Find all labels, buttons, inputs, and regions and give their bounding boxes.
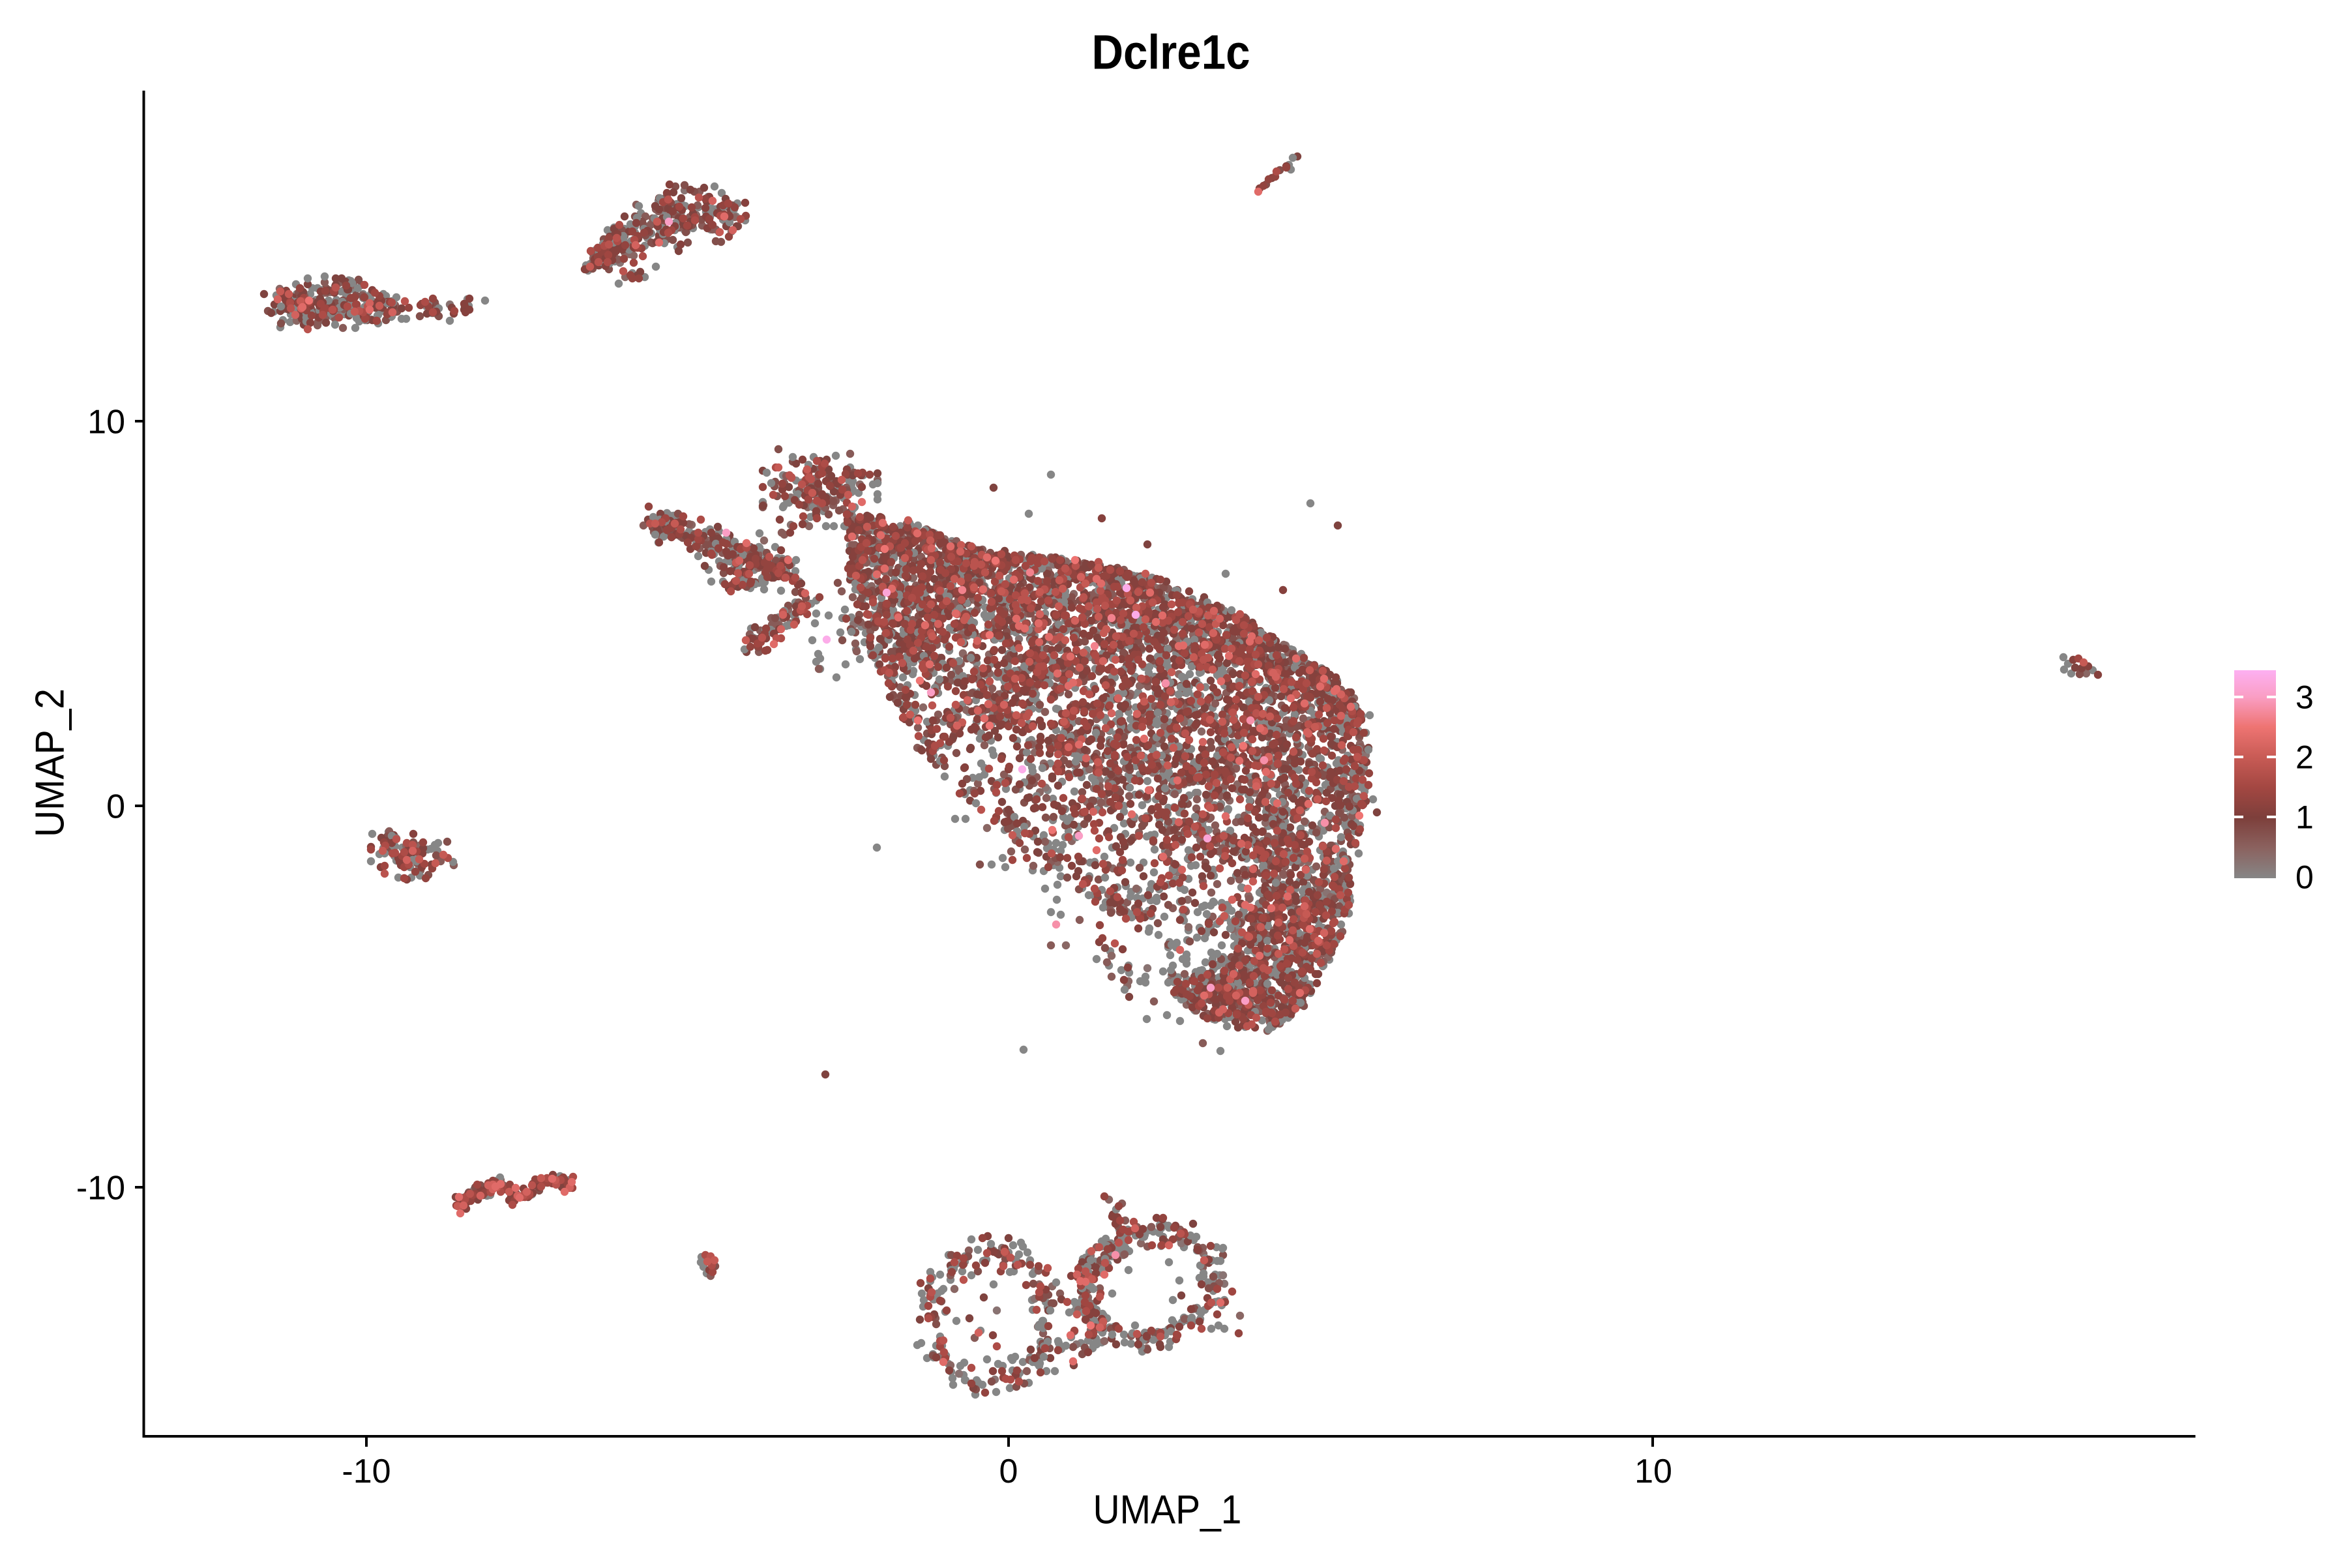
svg-text:-10: -10 <box>342 1453 391 1490</box>
svg-text:10: 10 <box>87 404 125 441</box>
svg-text:0: 0 <box>2295 859 2314 896</box>
svg-text:UMAP_2: UMAP_2 <box>28 688 73 837</box>
svg-text:1: 1 <box>2295 799 2314 836</box>
svg-text:2: 2 <box>2295 739 2314 776</box>
svg-text:0: 0 <box>106 788 125 826</box>
svg-text:10: 10 <box>1634 1453 1672 1490</box>
svg-text:0: 0 <box>999 1453 1018 1490</box>
svg-text:UMAP_1: UMAP_1 <box>1093 1488 1242 1533</box>
svg-text:-10: -10 <box>76 1170 125 1207</box>
svg-text:Dclre1c: Dclre1c <box>1092 25 1250 80</box>
svg-text:3: 3 <box>2295 679 2314 716</box>
